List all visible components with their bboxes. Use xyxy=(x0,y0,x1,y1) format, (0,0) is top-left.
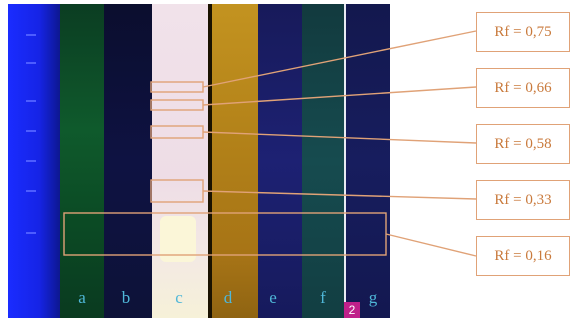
scale-tick xyxy=(26,190,36,192)
rf-label-075: Rf = 0,75 xyxy=(476,12,570,52)
lane-label-e: e xyxy=(269,288,277,307)
lane-label-d: d xyxy=(223,288,233,307)
scale-tick xyxy=(26,62,36,64)
band-box-033 xyxy=(150,179,204,203)
leader-line-066 xyxy=(202,86,477,106)
band-box-075 xyxy=(150,81,204,93)
lane-label-f: f xyxy=(320,288,326,307)
scale-tick xyxy=(26,100,36,102)
leader-line-058 xyxy=(202,131,477,144)
band-box-016 xyxy=(63,212,387,256)
scale-tick xyxy=(26,232,36,234)
lane-c xyxy=(152,4,208,318)
tlc-plate-photo: a b c d e f g xyxy=(8,4,390,318)
rf-label-033: Rf = 0,33 xyxy=(476,180,570,220)
lane-e xyxy=(258,4,302,318)
lane-a xyxy=(60,4,104,318)
leader-line-016 xyxy=(385,233,477,257)
scale-tick xyxy=(26,34,36,36)
lane-b xyxy=(104,4,152,318)
lane-label-g: g xyxy=(368,288,378,307)
band-box-066 xyxy=(150,99,204,111)
rf-label-066: Rf = 0,66 xyxy=(476,68,570,108)
scale-tick xyxy=(26,160,36,162)
leader-line-033 xyxy=(202,190,477,200)
band-box-058 xyxy=(150,125,204,139)
lane-f xyxy=(302,4,346,318)
scale-tick xyxy=(26,130,36,132)
lane-divider xyxy=(208,4,212,318)
rf-label-016: Rf = 0,16 xyxy=(476,236,570,276)
rf-label-058: Rf = 0,58 xyxy=(476,124,570,164)
lane-label-b: b xyxy=(121,288,131,307)
lane-label-a: a xyxy=(78,288,86,307)
leader-line-075 xyxy=(202,30,477,88)
lane-separator xyxy=(344,4,346,318)
lane-label-c: c xyxy=(175,288,183,307)
figure-badge: 2 xyxy=(344,302,360,318)
lane-d xyxy=(212,4,258,318)
